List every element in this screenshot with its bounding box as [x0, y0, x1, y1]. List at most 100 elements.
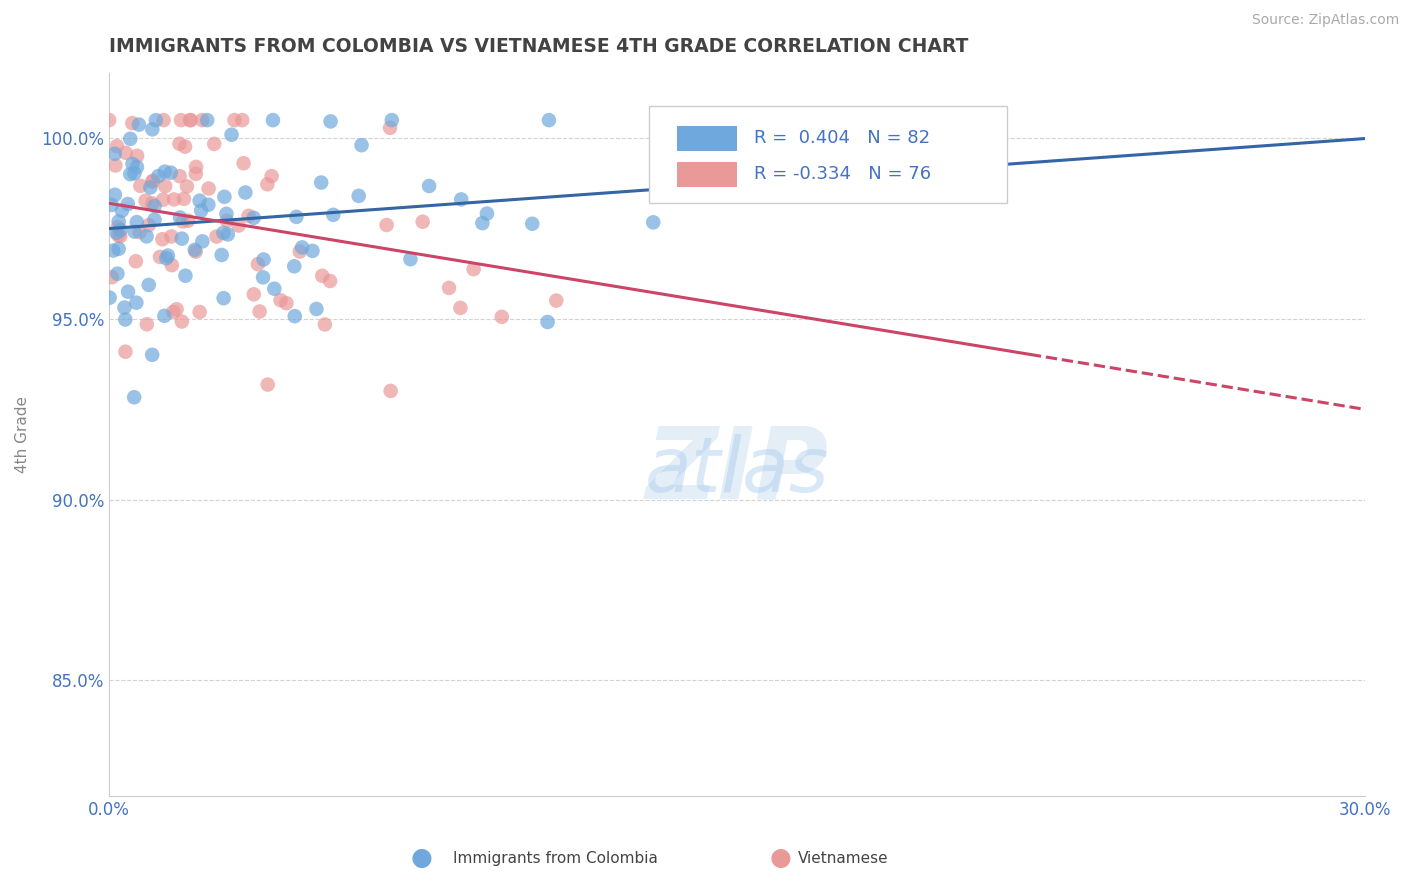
Point	[283, 260, 305, 274]
Point	[536, 315, 558, 329]
Text: ●: ●	[411, 847, 433, 870]
Point	[124, 166, 146, 180]
Point	[107, 214, 129, 228]
Point	[217, 227, 239, 242]
Point	[381, 113, 404, 128]
Point	[98, 113, 121, 128]
Point	[141, 196, 163, 211]
Point	[195, 113, 218, 128]
Point	[249, 304, 271, 318]
Point	[156, 248, 179, 262]
Point	[184, 167, 207, 181]
Point	[107, 228, 129, 243]
Point	[184, 244, 207, 259]
Point	[309, 176, 332, 190]
Point	[291, 240, 314, 254]
Point	[212, 226, 235, 240]
Point	[174, 268, 197, 283]
Point	[252, 270, 274, 285]
Point	[475, 206, 498, 220]
Point	[128, 225, 150, 239]
Point	[117, 285, 139, 299]
FancyBboxPatch shape	[650, 105, 1007, 203]
Point	[319, 274, 342, 288]
Point	[224, 113, 246, 128]
Point	[211, 248, 233, 262]
Point	[110, 223, 132, 237]
Point	[243, 287, 266, 301]
Point	[190, 203, 212, 218]
Point	[232, 156, 254, 170]
Point	[117, 197, 139, 211]
Point	[378, 120, 401, 135]
Point	[143, 212, 166, 227]
Point	[169, 136, 191, 151]
Point	[319, 114, 342, 128]
Point	[246, 257, 269, 271]
Point	[127, 149, 149, 163]
Point	[169, 211, 191, 225]
Point	[188, 194, 211, 208]
Point	[159, 166, 181, 180]
Point	[212, 291, 235, 305]
Point	[173, 192, 195, 206]
Point	[214, 190, 236, 204]
Point	[105, 226, 128, 240]
Point	[276, 296, 298, 310]
Point	[322, 208, 344, 222]
Point	[347, 189, 370, 203]
Point	[124, 225, 146, 239]
Point	[463, 262, 485, 277]
Point	[215, 207, 238, 221]
Point	[100, 198, 122, 212]
Point	[169, 169, 191, 184]
Point	[107, 267, 129, 281]
Point	[197, 197, 219, 211]
Bar	[676, 126, 737, 152]
Point	[110, 229, 132, 244]
Point	[141, 122, 163, 136]
Point	[546, 293, 568, 308]
Point	[215, 214, 238, 228]
Point	[153, 179, 176, 194]
Point	[263, 282, 285, 296]
Point	[311, 268, 333, 283]
Point	[184, 243, 207, 257]
Point	[125, 160, 148, 174]
Point	[153, 164, 176, 178]
Point	[270, 293, 292, 308]
Point	[242, 211, 264, 225]
Point	[177, 213, 200, 227]
Point	[380, 384, 402, 398]
Text: atlas: atlas	[644, 434, 830, 508]
Point	[188, 305, 211, 319]
Point	[537, 113, 560, 128]
Point	[163, 193, 186, 207]
Point	[256, 178, 278, 192]
Point	[450, 193, 472, 207]
Point	[114, 301, 136, 315]
Point	[104, 159, 127, 173]
Point	[125, 295, 148, 310]
Point	[399, 252, 422, 267]
Point	[114, 344, 136, 359]
Point	[350, 138, 373, 153]
Point	[191, 235, 214, 249]
Text: Source: ZipAtlas.com: Source: ZipAtlas.com	[1251, 13, 1399, 28]
Point	[125, 254, 148, 268]
Text: IMMIGRANTS FROM COLOMBIA VS VIETNAMESE 4TH GRADE CORRELATION CHART: IMMIGRANTS FROM COLOMBIA VS VIETNAMESE 4…	[110, 37, 969, 56]
Point	[252, 252, 274, 267]
Point	[135, 229, 157, 244]
Point	[412, 215, 434, 229]
Point	[284, 309, 307, 323]
Text: ZIP: ZIP	[645, 422, 828, 519]
Point	[202, 136, 225, 151]
Point	[141, 175, 163, 189]
Point	[179, 113, 201, 128]
Point	[221, 128, 243, 142]
Point	[129, 178, 152, 193]
Point	[101, 270, 124, 285]
Point	[152, 113, 174, 128]
Point	[262, 113, 284, 128]
Point	[155, 251, 177, 265]
